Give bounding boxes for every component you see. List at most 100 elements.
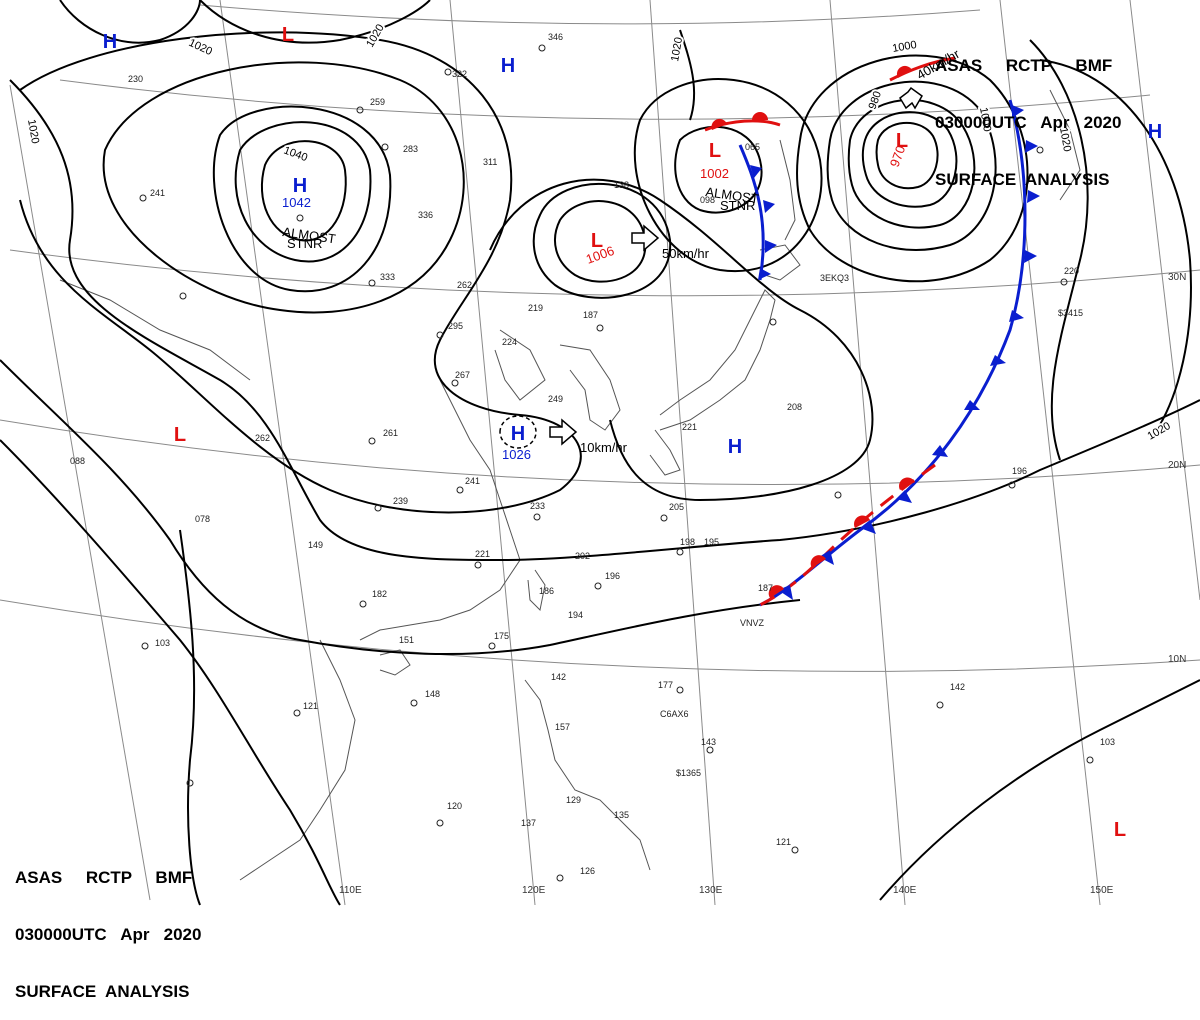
high-center-symbol: H [501,55,515,77]
fronts [704,56,1040,607]
station-pressure-reading: 346 [548,32,563,42]
station-pressure-reading: 065 [745,142,760,152]
low-center-symbol: L [282,24,294,46]
header-title-line: ASAS RCTP BMF [935,56,1113,75]
high-center-symbol: H [1148,121,1162,143]
center-motion-speed: 10km/hr [580,440,628,455]
station-circle [186,779,194,787]
isobar-1020-main [9,79,1200,562]
barb [1025,140,1038,153]
isobar-1012-low [532,182,672,299]
isobar-1012 [0,439,341,906]
station-circle [359,600,367,608]
longitude-label: 110E [339,885,362,896]
station-pressure-reading: 138 [614,180,629,190]
coast-hokkaido [759,244,801,281]
isobar-1032 [212,105,392,293]
center-pressure-value: 1026 [502,447,531,462]
station-circle [374,504,382,512]
station-circle [456,486,464,494]
station-circle [1008,481,1016,489]
center-note: STNR [720,198,755,213]
station-pressure-reading: 221 [682,422,697,432]
station-pressure-reading: 142 [551,672,566,682]
barb [932,445,948,457]
station-pressure-reading: 322 [452,69,467,79]
station-pressure-reading: 186 [539,586,554,596]
meridian-140e [829,0,906,906]
high-center-symbol: H [728,436,742,458]
station-pressure-reading: 261 [383,428,398,438]
meridian-150e [999,0,1101,906]
barb [765,240,777,253]
station-circle [769,318,777,326]
longitude-label: 120E [522,885,546,896]
station-circle [368,279,376,287]
station-pressure-reading: 182 [372,589,387,599]
low-center-symbol: L [174,424,186,446]
station-pressure-reading: 142 [950,682,965,692]
station-pressure-reading: 137 [521,818,536,828]
isobar-1020-ne [1029,39,1089,461]
station-pressure-reading: 098 [700,195,715,205]
station-circle [676,548,684,556]
coast-luzon [524,679,651,871]
station-pressure-reading: 103 [155,638,170,648]
isobar-1008-low2 [674,126,763,214]
station-pressure-reading: 233 [530,501,545,511]
station-pressure-reading: 177 [658,680,673,690]
parallel-50n [199,4,981,25]
isobar-1024-west [19,31,582,514]
station-pressure-reading: 175 [494,631,509,641]
station-circle [139,194,147,202]
coast-japan [659,289,776,431]
center-note: ALMOST [282,224,337,246]
station-pressure-reading: 187 [758,583,773,593]
isobar-976 [875,121,939,190]
meridian-120e [449,0,536,906]
isobar-1036 [234,121,372,263]
station-pressure-reading: 129 [566,795,581,805]
station-pressure-reading: 208 [787,402,802,412]
motion-arrow-970 [899,86,923,110]
isobar-1024-ne [1039,59,1192,441]
station-circle [296,214,304,222]
station-pressure-reading: 088 [70,456,85,466]
semicircle [810,555,826,568]
station-circle [179,292,187,300]
ship-station-code: 3EKQ3 [820,273,849,283]
station-circle [594,582,602,590]
isobar-1020-top [199,0,431,44]
station-pressure-reading: 120 [447,801,462,811]
low-center-symbol: L [591,230,603,252]
station-pressure-reading: 259 [370,97,385,107]
isobar-992 [826,80,997,251]
station-pressure-reading: 148 [425,689,440,699]
station-circle [676,686,684,694]
station-pressure-reading: 283 [403,144,418,154]
ship-station-code: C6AX6 [660,709,689,719]
isobars [0,0,1200,906]
header-title-line: ASAS RCTP BMF [15,868,193,887]
station-pressure-reading: 196 [1012,466,1027,476]
station-circle [474,561,482,569]
station-pressure-reading: 078 [195,514,210,524]
station-circle [556,874,564,882]
barb [860,520,876,534]
latitude-label: 10N [1168,654,1186,665]
coast-sakhalin [779,139,796,241]
station-pressure-reading: 121 [303,701,318,711]
meridian-160e [1129,0,1200,601]
barb [763,200,775,213]
barb [1027,190,1040,203]
motion-arrow-1026 [549,418,578,446]
station-circle [381,143,389,151]
isobar-1016-low [554,200,647,283]
high-center-symbol: H [293,175,307,197]
barb [819,550,834,565]
latitude-label: 20N [1168,460,1186,471]
barb [1024,250,1037,263]
coast-indochina [239,639,356,881]
isobar-1040 [260,140,347,242]
